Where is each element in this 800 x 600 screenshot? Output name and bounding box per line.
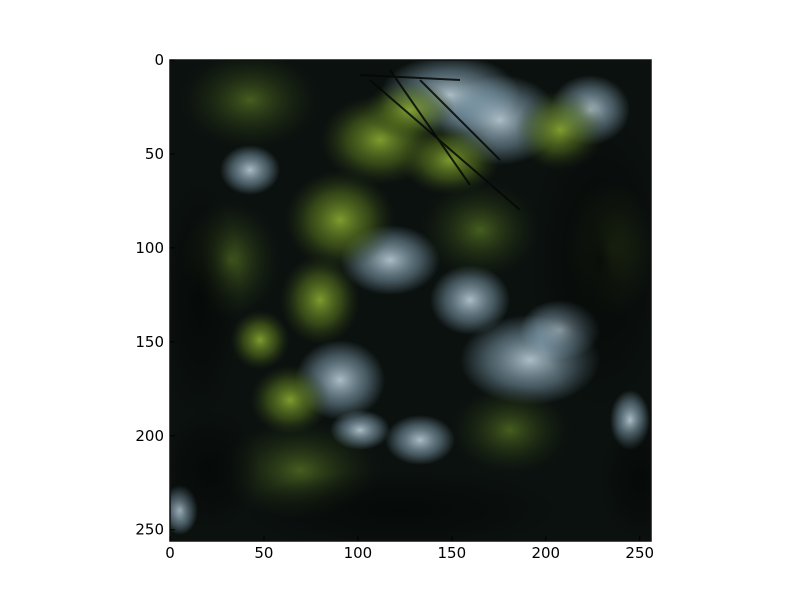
image-frame [169, 59, 652, 542]
shadow-patch [170, 180, 240, 420]
sky-patch [220, 145, 280, 195]
foliage-patch [420, 180, 540, 280]
foliage-patch [280, 255, 360, 345]
foliage-patch [230, 310, 290, 370]
sky-patch [430, 265, 510, 335]
y-tick-label: 50 [145, 145, 164, 163]
y-tick-label: 0 [154, 51, 164, 69]
shadow-patch [600, 420, 651, 540]
foliage-patch [365, 80, 455, 140]
y-tick-label: 100 [135, 239, 164, 257]
x-tick-label: 250 [625, 544, 654, 562]
x-tick-label: 150 [438, 544, 467, 562]
y-tick-label: 200 [135, 427, 164, 445]
foliage-patch [400, 125, 500, 195]
foliage-patch [250, 365, 330, 435]
y-tick-label: 150 [135, 333, 164, 351]
x-tick-label: 0 [165, 544, 175, 562]
x-tick-label: 200 [531, 544, 560, 562]
shadow-patch [240, 470, 560, 541]
sky-patch [385, 415, 455, 465]
x-axis: 0 50 100 150 200 250 [165, 536, 654, 562]
x-tick-label: 100 [344, 544, 373, 562]
shadow-patch [530, 110, 651, 410]
y-tick-label: 250 [135, 521, 164, 539]
foliage-patch [450, 385, 570, 475]
canopy-photo [170, 60, 651, 541]
foliage-patch [180, 60, 320, 150]
x-tick-label: 50 [254, 544, 273, 562]
foliage-patch [285, 170, 395, 270]
y-axis: 0 50 100 150 200 250 [135, 51, 175, 539]
shadow-patch [170, 410, 260, 530]
